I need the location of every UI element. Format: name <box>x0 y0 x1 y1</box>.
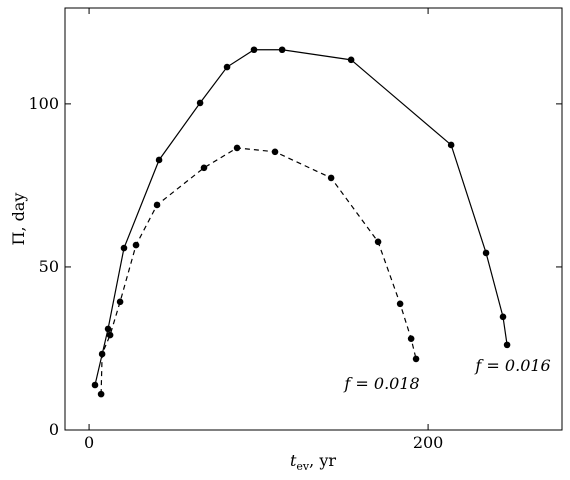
x-label-sub: ev <box>296 460 310 473</box>
data-point <box>153 201 161 209</box>
x-tick-label: 200 <box>413 433 444 452</box>
x-label-var: t <box>290 451 297 470</box>
y-tick-label: 50 <box>39 257 59 276</box>
series-line <box>100 147 417 395</box>
data-point <box>104 325 112 333</box>
x-tick-label: 0 <box>84 433 94 452</box>
series-label: f = 0.018 <box>343 374 419 393</box>
plot-frame <box>64 7 563 431</box>
series-line <box>94 49 508 386</box>
data-point <box>98 350 106 358</box>
x-axis-label: tev, yr <box>290 451 336 473</box>
data-point <box>503 341 511 349</box>
data-point <box>396 300 404 308</box>
data-point <box>155 156 163 164</box>
x-label-unit: , yr <box>309 451 336 470</box>
data-point <box>250 46 258 54</box>
y-tick-label: 0 <box>49 420 59 439</box>
y-axis-label: Π, day <box>9 193 28 246</box>
data-point <box>200 164 208 172</box>
data-point <box>407 335 415 342</box>
data-point <box>347 56 355 64</box>
data-point <box>116 298 124 306</box>
data-point <box>91 381 99 389</box>
data-point <box>447 141 455 149</box>
data-point <box>482 249 490 257</box>
data-point <box>132 241 140 249</box>
data-point <box>106 331 114 339</box>
data-point <box>271 148 279 156</box>
series-label: f = 0.016 <box>474 356 550 375</box>
data-point <box>233 144 241 152</box>
data-point <box>223 63 231 71</box>
data-point <box>196 99 204 107</box>
data-point <box>97 390 105 398</box>
data-point <box>120 244 128 252</box>
y-tick-label: 100 <box>28 94 59 113</box>
data-point <box>374 238 382 246</box>
data-point <box>412 355 420 363</box>
data-point <box>327 174 335 182</box>
data-point <box>278 46 286 54</box>
data-point <box>499 313 507 321</box>
